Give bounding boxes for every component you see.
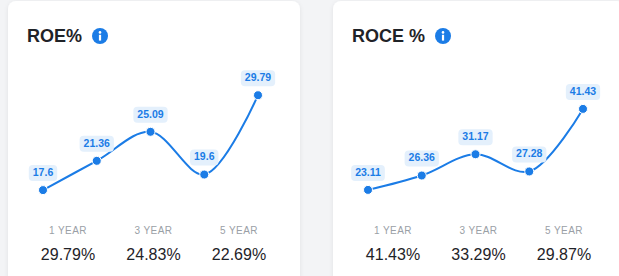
data-label-text: 29.79 xyxy=(245,71,271,83)
x-axis xyxy=(369,206,584,208)
summary-label: 1 YEAR xyxy=(49,225,87,236)
data-label: 27.28 xyxy=(512,146,546,162)
data-label-background xyxy=(405,151,439,167)
data-label-background xyxy=(190,150,218,166)
data-label: 25.09 xyxy=(133,107,167,123)
data-label: 19.6 xyxy=(190,150,218,166)
summary-value: 33.29% xyxy=(451,246,505,263)
summary-value: 41.43% xyxy=(366,246,420,263)
title: ROE% xyxy=(27,26,82,46)
info-icon[interactable] xyxy=(435,28,451,44)
data-label: 17.6 xyxy=(29,165,57,181)
summary-label: 3 YEAR xyxy=(460,225,498,236)
data-label: 23.11 xyxy=(351,165,385,181)
summary-value: 29.79% xyxy=(41,246,95,263)
data-label-background xyxy=(512,146,546,162)
line xyxy=(368,109,583,190)
data-label-text: 26.36 xyxy=(409,151,435,163)
data-label: 31.17 xyxy=(458,129,492,145)
point xyxy=(471,150,480,159)
point xyxy=(364,185,373,194)
data-label: 21.36 xyxy=(80,136,114,152)
summary-label: 3 YEAR xyxy=(135,225,173,236)
x-axis xyxy=(44,206,259,208)
data-label-text: 27.28 xyxy=(516,147,542,159)
summary-value: 24.83% xyxy=(126,246,180,263)
summary-label: 5 YEAR xyxy=(545,225,583,236)
x-axis-line xyxy=(369,206,584,207)
info-icon[interactable] xyxy=(92,28,108,44)
info-icon-dot[interactable] xyxy=(99,31,102,34)
info-icon-dot[interactable] xyxy=(442,31,445,34)
info-icon-circle[interactable] xyxy=(435,28,451,44)
point xyxy=(200,170,209,179)
point xyxy=(254,91,263,100)
card: ROCE % 23.11 26.36 31.17 27.28 41.43 1 YEAR 41.… xyxy=(333,1,619,276)
line xyxy=(43,95,258,190)
point xyxy=(525,167,534,176)
data-label-text: 25.09 xyxy=(137,108,163,120)
data-label-background xyxy=(133,107,167,123)
data-label-text: 41.43 xyxy=(570,85,596,97)
info-icon-circle[interactable] xyxy=(92,28,108,44)
summary-value: 29.87% xyxy=(537,246,591,263)
plot-area xyxy=(39,91,263,195)
data-label-background xyxy=(458,129,492,145)
data-label: 29.79 xyxy=(241,70,275,86)
data-label-background xyxy=(80,136,114,152)
data-label-text: 23.11 xyxy=(355,166,381,178)
card: ROE% 17.6 21.36 25.09 19.6 29.79 1 YEAR 29.79% 3… xyxy=(8,1,300,276)
info-icon-bar[interactable] xyxy=(442,35,444,41)
info-icon-bar[interactable] xyxy=(99,35,101,41)
title: ROCE % xyxy=(352,26,425,46)
point xyxy=(92,156,101,165)
data-label-background xyxy=(29,165,57,181)
data-label-text: 31.17 xyxy=(462,130,488,142)
data-label: 41.43 xyxy=(566,84,600,100)
summary-value: 22.69% xyxy=(212,246,266,263)
data-label-background xyxy=(351,165,385,181)
x-axis-line xyxy=(44,206,259,207)
point xyxy=(39,186,48,195)
card-background xyxy=(8,1,300,276)
data-label-background xyxy=(241,70,275,86)
data-label: 26.36 xyxy=(405,151,439,167)
data-label-text: 17.6 xyxy=(33,166,54,178)
page: ROE% 17.6 21.36 25.09 19.6 29.79 1 YEAR 29.79% 3… xyxy=(0,0,619,276)
summary-label: 5 YEAR xyxy=(220,225,258,236)
point xyxy=(417,171,426,180)
point xyxy=(579,104,588,113)
card-background xyxy=(333,1,619,276)
data-label-text: 19.6 xyxy=(194,150,215,162)
point xyxy=(146,127,155,136)
data-label-text: 21.36 xyxy=(84,137,110,149)
plot-area xyxy=(364,104,588,194)
data-label-background xyxy=(566,84,600,100)
summary-label: 1 YEAR xyxy=(374,225,412,236)
